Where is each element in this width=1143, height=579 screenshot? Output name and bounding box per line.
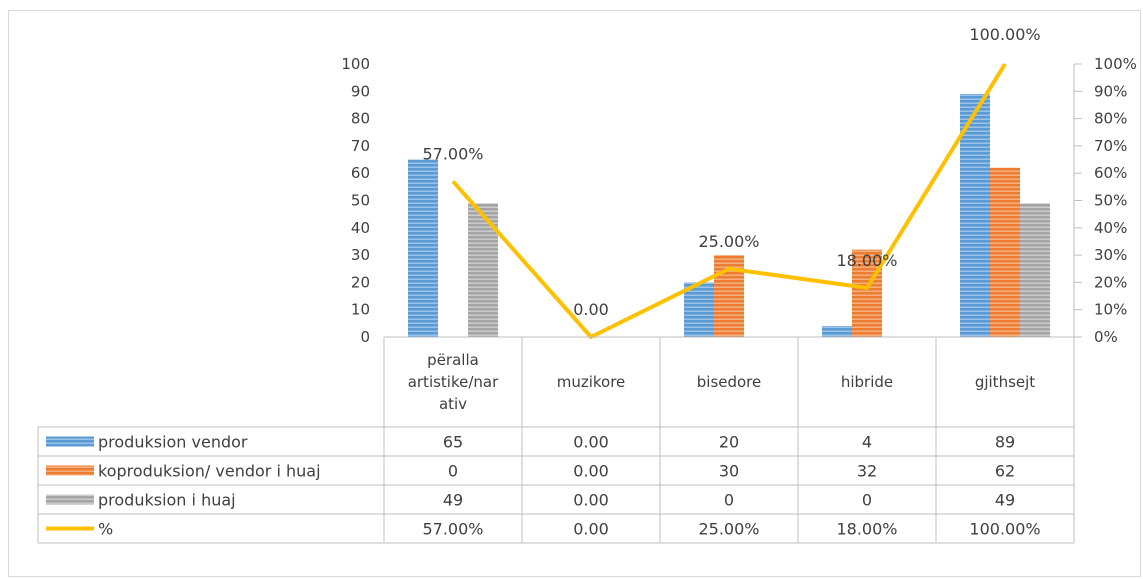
table-cell: 18.00%	[836, 520, 897, 539]
legend-key-bar	[46, 465, 94, 476]
table-cell: 0.00	[573, 462, 609, 481]
percent-line	[451, 62, 1007, 339]
y-tick-label: 30	[351, 246, 370, 264]
table-cell: 25.00%	[698, 520, 759, 539]
y2-tick-label: 70%	[1094, 137, 1127, 155]
legend-key-bar	[46, 494, 94, 505]
line-data-label: 100.00%	[969, 25, 1040, 44]
table-cell: 89	[995, 433, 1015, 452]
y-tick-label: 10	[351, 301, 370, 319]
y-tick-label: 0	[360, 328, 370, 346]
bar	[408, 159, 438, 337]
y-tick-label: 100	[341, 55, 370, 73]
bar	[960, 94, 990, 337]
table-cell: 32	[857, 462, 877, 481]
table-cell: 0.00	[573, 520, 609, 539]
y2-tick-label: 100%	[1094, 55, 1137, 73]
table-cell: 4	[862, 433, 872, 452]
y-tick-label: 40	[351, 219, 370, 237]
category-label: bisedore	[697, 373, 762, 391]
bar	[990, 167, 1020, 337]
table-cell: 57.00%	[422, 520, 483, 539]
y2-tick-label: 60%	[1094, 164, 1127, 182]
table-cell: 100.00%	[969, 520, 1040, 539]
y2-tick-label: 80%	[1094, 110, 1127, 128]
legend-series-name: produksion i huaj	[98, 491, 236, 510]
line-data-label: 57.00%	[422, 144, 483, 163]
y2-tick-label: 20%	[1094, 273, 1127, 291]
y-tick-label: 20	[351, 273, 370, 291]
bar	[468, 203, 498, 337]
y2-tick-label: 0%	[1094, 328, 1118, 346]
table-cell: 49	[443, 491, 463, 510]
y-tick-label: 50	[351, 192, 370, 210]
y2-tick-label: 50%	[1094, 192, 1127, 210]
y2-tick-label: 40%	[1094, 219, 1127, 237]
category-label: artistike/nar	[408, 373, 499, 391]
category-label: muzikore	[557, 373, 626, 391]
y-tick-label: 60	[351, 164, 370, 182]
table-cell: 0	[724, 491, 734, 510]
y2-tick-label: 10%	[1094, 301, 1127, 319]
table-cell: 30	[719, 462, 739, 481]
y2-tick-label: 30%	[1094, 246, 1127, 264]
y-tick-label: 80	[351, 110, 370, 128]
y-tick-label: 70	[351, 137, 370, 155]
category-label: gjithsejt	[975, 373, 1035, 391]
line-data-label: 18.00%	[836, 251, 897, 270]
table-cell: 20	[719, 433, 739, 452]
category-label: ativ	[439, 395, 467, 413]
table-cell: 0	[862, 491, 872, 510]
y-tick-label: 90	[351, 82, 370, 100]
bar	[852, 249, 882, 337]
y2-tick-label: 90%	[1094, 82, 1127, 100]
category-label: hibride	[841, 373, 893, 391]
table-cell: 0	[448, 462, 458, 481]
bar	[684, 282, 714, 337]
legend-series-name: koproduksion/ vendor i huaj	[98, 462, 321, 481]
line-data-label: 25.00%	[698, 232, 759, 251]
legend-series-name: %	[98, 520, 113, 539]
table-cell: 0.00	[573, 491, 609, 510]
chart-frame	[8, 10, 1141, 577]
table-cell: 65	[443, 433, 463, 452]
table-cell: 49	[995, 491, 1015, 510]
legend-key-bar	[46, 436, 94, 447]
bar	[822, 326, 852, 337]
bar	[1020, 203, 1050, 337]
table-cell: 0.00	[573, 433, 609, 452]
legend-series-name: produksion vendor	[98, 433, 248, 452]
line-data-label: 0.00	[573, 300, 609, 319]
category-label: përalla	[427, 351, 479, 369]
table-cell: 62	[995, 462, 1015, 481]
